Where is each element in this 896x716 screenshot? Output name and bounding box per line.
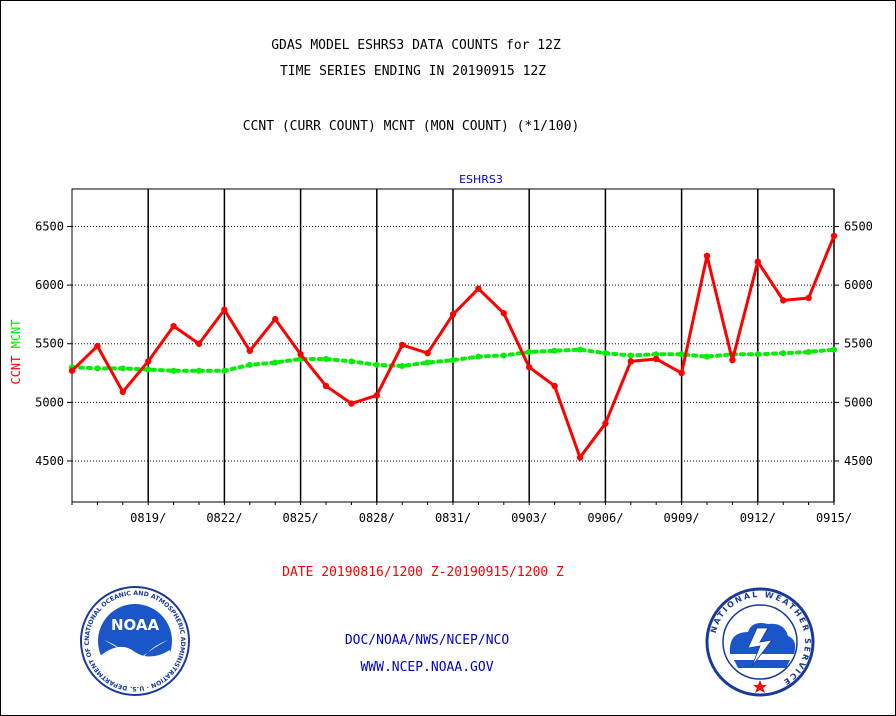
x-tick-label: 0903/ [511,511,547,525]
agency-label: DOC/NOAA/NWS/NCEP/NCO [344,633,510,648]
ccnt-point [627,358,634,365]
y-tick-label-left: 4500 [35,454,64,468]
ccnt-point [272,315,279,323]
mcnt-point [119,365,126,372]
plot-title: ESHRS3 [459,173,503,186]
mcnt-point [323,355,329,362]
mcnt-point [399,363,406,370]
ccnt-point [424,349,431,357]
ccnt-point [94,342,101,350]
mcnt-point [145,366,152,373]
ccnt-point [145,358,152,365]
ccnt-point [653,355,660,363]
x-tick-label: 0915/ [816,511,852,525]
ccnt-point [678,369,685,377]
ccnt-point [475,285,482,292]
x-tick-label: 0822/ [206,511,242,525]
mcnt-point [170,367,177,374]
mcnt-point [272,359,279,366]
mcnt-point [196,367,202,374]
ccnt-point [551,382,558,390]
ccnt-point [221,306,228,313]
mcnt-point [577,346,583,353]
ccnt-point [246,347,253,354]
mcnt-point [704,353,710,360]
mcnt-point [246,361,253,368]
x-tick-label: 0825/ [283,511,319,525]
ccnt-point [526,363,533,371]
chart-subtitle: CCNT (CURR COUNT) MCNT (MON COUNT) (*1/1… [242,119,580,134]
ccnt-point [195,340,203,347]
y-tick-label-right: 5500 [844,337,873,351]
y-axis-label-mcnt: MCNT [9,319,23,348]
mcnt-point [348,358,355,365]
ccnt-point [729,356,736,364]
chart-title-line1: GDAS MODEL ESHRS3 DATA COUNTS for 12Z [271,38,561,53]
ccnt-point [754,258,761,265]
mcnt-point [500,352,507,359]
ccnt-point [322,382,330,390]
x-tick-label: 0912/ [740,511,776,525]
mcnt-point [94,365,101,372]
ccnt-point [373,392,380,399]
date-range-label: DATE 20190816/1200 Z-20190915/1200 Z [282,565,564,580]
y-axis-label-ccnt: CCNT [9,348,23,384]
ccnt-point [805,294,812,302]
ccnt-point [119,388,127,396]
x-tick-label: 0909/ [664,511,700,525]
y-tick-label-left: 6000 [35,278,64,292]
ccnt-point [170,322,177,330]
ccnt-point [780,297,787,304]
x-tick-label: 0831/ [435,511,471,525]
ccnt-point [348,400,355,407]
ccnt-point [703,252,711,260]
ccnt-point [68,367,76,374]
mcnt-point [831,346,837,353]
y-tick-label-right: 6500 [844,220,873,234]
x-tick-label: 0819/ [130,511,166,525]
mcnt-point [551,347,558,354]
y-tick-label-right: 4500 [844,454,873,468]
mcnt-point [627,352,634,359]
ccnt-point [297,351,304,358]
y-tick-label-left: 5500 [35,337,64,351]
website-link[interactable]: WWW.NCEP.NOAA.GOV [360,660,494,675]
mcnt-point [805,348,812,355]
ccnt-point [830,232,838,240]
y-tick-label-left: 5000 [35,395,64,409]
y-tick-label-right: 6000 [844,278,873,292]
mcnt-point [602,350,609,357]
mcnt-point [450,357,456,364]
mcnt-point [475,353,482,360]
y-tick-label-left: 6500 [35,220,64,234]
mcnt-point [373,361,380,368]
mcnt-point [754,351,761,358]
chart-title-line2: TIME SERIES ENDING IN 20190915 12Z [279,64,547,79]
mcnt-point [653,351,660,358]
mcnt-point [526,348,533,355]
mcnt-point [780,350,787,357]
ccnt-point [500,310,507,317]
mcnt-point [678,351,685,358]
ccnt-point [602,420,609,427]
x-tick-label: 0906/ [587,511,623,525]
ccnt-point [449,311,457,318]
ccnt-point [399,341,406,349]
x-tick-label: 0828/ [359,511,395,525]
y-axis-label: CCNT MCNT [9,319,23,384]
mcnt-point [221,367,228,374]
y-tick-label-right: 5000 [844,395,873,409]
mcnt-point [424,359,431,366]
ccnt-point [576,454,584,461]
